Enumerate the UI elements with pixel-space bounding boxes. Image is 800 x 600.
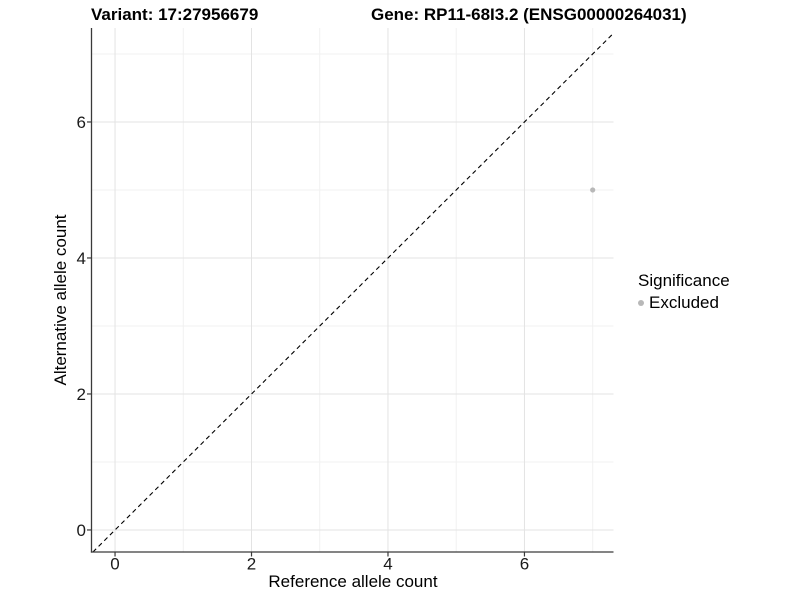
- data-point: [590, 187, 596, 193]
- x-tick-label: 0: [110, 555, 119, 574]
- x-tick-label: 2: [247, 555, 256, 574]
- legend-item-label: Excluded: [649, 293, 719, 312]
- y-axis-title: Alternative allele count: [51, 214, 70, 386]
- identity-reference-line: [92, 32, 614, 553]
- y-tick-label: 4: [77, 249, 86, 268]
- y-tick-label: 2: [77, 385, 86, 404]
- x-axis-title: Reference allele count: [268, 572, 438, 591]
- x-tick-label: 6: [520, 555, 529, 574]
- y-tick-label: 6: [77, 113, 86, 132]
- variant-title: Variant: 17:27956679: [91, 5, 259, 24]
- legend: Significance Excluded: [633, 271, 730, 313]
- excluded-point-icon: [638, 300, 644, 306]
- legend-item-excluded: Excluded: [633, 293, 730, 313]
- x-tick-label: 4: [383, 555, 392, 574]
- gene-title: Gene: RP11-68I3.2 (ENSG00000264031): [371, 5, 687, 24]
- y-tick-label: 0: [77, 521, 86, 540]
- legend-title: Significance: [638, 271, 730, 290]
